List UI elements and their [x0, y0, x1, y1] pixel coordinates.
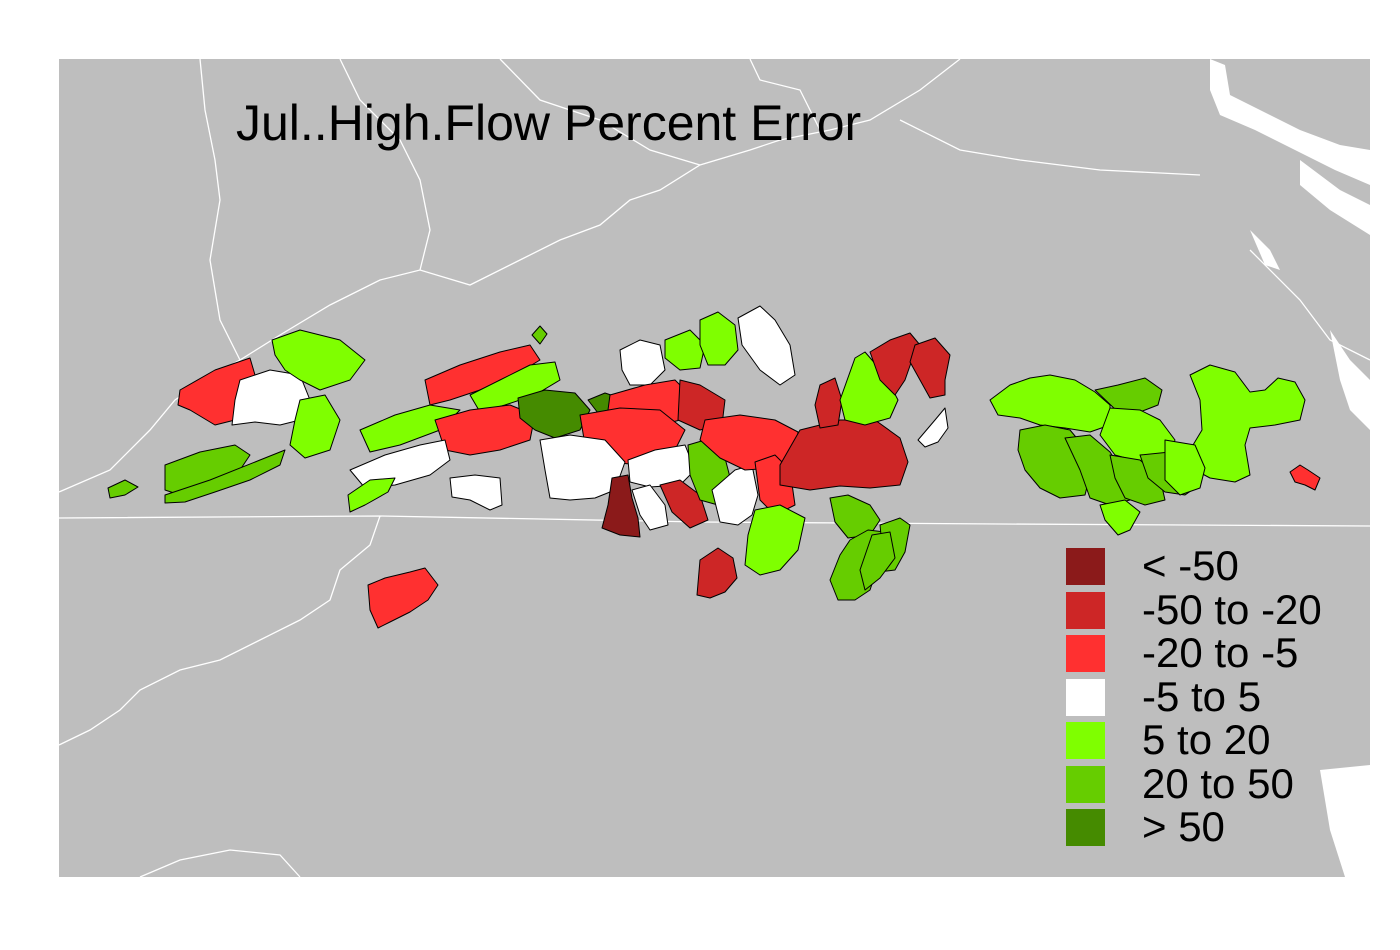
watershed-polygon [839, 351, 899, 426]
watershed-polygon [744, 504, 806, 576]
watershed-polygon [531, 325, 548, 345]
watershed-polygon [619, 339, 666, 386]
watershed-polygon [367, 567, 439, 629]
watershed-polygon [539, 434, 626, 501]
watershed-polygon [1099, 499, 1141, 536]
watershed-polygon [631, 484, 669, 531]
watershed-polygon [449, 474, 503, 511]
watershed-polygon [814, 377, 843, 429]
watershed-polygon [164, 449, 286, 504]
legend-swatch [1066, 678, 1105, 716]
watershed-polygon [231, 369, 311, 426]
watershed-polygon [859, 531, 896, 591]
watershed-polygon [917, 407, 949, 448]
watershed-polygon [1289, 464, 1321, 491]
legend-swatch [1066, 722, 1105, 759]
coastal-water [1210, 59, 1370, 877]
legend-swatch [1066, 591, 1105, 629]
watershed-polygon [696, 547, 738, 599]
watershed-polygon [347, 477, 396, 513]
legend-label: -50 to -20 [1142, 585, 1322, 633]
legend-swatch [1066, 765, 1105, 803]
watershed-polygon [737, 305, 796, 386]
watershed-polygon [711, 464, 759, 526]
legend-label: 5 to 20 [1142, 716, 1271, 763]
legend-swatch [1066, 548, 1105, 585]
legend-label: -20 to -5 [1142, 629, 1299, 676]
legend-swatch [1066, 809, 1105, 846]
legend-label: 20 to 50 [1142, 759, 1294, 807]
watershed-polygon [517, 389, 591, 439]
watershed-polygon [664, 329, 706, 371]
watershed-polygon [699, 311, 739, 366]
legend-swatch [1066, 635, 1105, 672]
watershed-polygon [1164, 439, 1206, 496]
watershed-polygon [434, 404, 536, 456]
watersheds [107, 305, 1321, 629]
legend-label: > 50 [1142, 803, 1225, 850]
legend-label: -5 to 5 [1142, 672, 1262, 720]
watershed-polygon [627, 444, 696, 488]
watershed-polygon [909, 337, 951, 399]
watershed-polygon [601, 474, 641, 538]
legend-label: < -50 [1142, 542, 1239, 589]
watershed-polygon [107, 479, 139, 499]
watershed-polygon [659, 479, 709, 529]
watershed-polygon [271, 329, 366, 391]
watershed-polygon [779, 419, 909, 491]
watershed-polygon [289, 394, 341, 459]
watershed-polygon [829, 494, 881, 539]
map-title: Jul..High.Flow Percent Error [236, 95, 862, 151]
